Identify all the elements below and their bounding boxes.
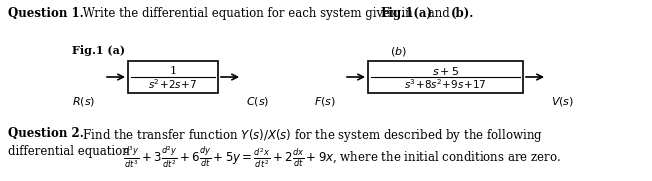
Text: $\frac{d^3y}{dt^3} + 3\frac{d^2y}{dt^2} + 6\frac{dy}{dt} + 5y = \frac{d^2x}{dt^2: $\frac{d^3y}{dt^3} + 3\frac{d^2y}{dt^2} … [123, 145, 561, 171]
Text: Fig.1(a): Fig.1(a) [380, 7, 432, 20]
Text: differential equation: differential equation [8, 145, 134, 158]
Text: (b).: (b). [451, 7, 475, 20]
Text: Find the transfer function $Y(s)/X(s)$ for the system described by the following: Find the transfer function $Y(s)/X(s)$ f… [79, 127, 543, 144]
Bar [128, 61, 218, 93]
Bar [368, 61, 523, 93]
Text: $s^3\!+\!8s^2\!+\!9s\!+\!17$: $s^3\!+\!8s^2\!+\!9s\!+\!17$ [404, 77, 487, 91]
Text: $R(s)$: $R(s)$ [72, 95, 96, 108]
Text: Question 1.: Question 1. [8, 7, 83, 20]
Text: $s+5$: $s+5$ [432, 65, 459, 77]
Text: Fig.1 (a): Fig.1 (a) [72, 45, 125, 56]
Text: $C(s)$: $C(s)$ [246, 95, 270, 108]
Text: $(b)$: $(b)$ [390, 45, 407, 58]
Text: and: and [424, 7, 454, 20]
Text: $F(s)$: $F(s)$ [314, 95, 336, 108]
Text: $s^2\!+\!2s\!+\!7$: $s^2\!+\!2s\!+\!7$ [149, 77, 198, 91]
Text: 1: 1 [170, 66, 177, 76]
Text: Write the differential equation for each system given in: Write the differential equation for each… [79, 7, 417, 20]
Text: $V(s)$: $V(s)$ [552, 95, 574, 108]
Text: Question 2.: Question 2. [8, 127, 84, 140]
